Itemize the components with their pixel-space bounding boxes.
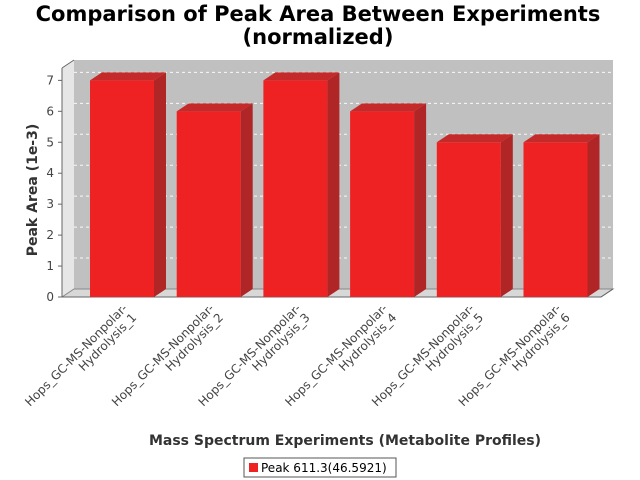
x-axis-label: Mass Spectrum Experiments (Metabolite Pr… — [149, 433, 541, 449]
bars — [90, 72, 600, 297]
bar — [263, 72, 340, 297]
legend: Peak 611.3(46.5921) — [243, 457, 397, 478]
bar-front — [176, 111, 241, 297]
y-tick-label: 7 — [46, 73, 54, 87]
bar-front — [90, 80, 154, 297]
y-tick-label: 3 — [46, 197, 54, 211]
bar-top — [263, 72, 340, 81]
bar — [350, 103, 427, 297]
y-axis-label: Peak Area (1e-3) — [25, 124, 41, 257]
bar-side — [500, 134, 513, 297]
bar-top — [350, 103, 427, 112]
y-tick-label: 2 — [46, 228, 54, 242]
bar-side — [414, 103, 427, 297]
bar-side — [154, 72, 166, 297]
bar-side — [327, 72, 340, 297]
bar-front — [436, 142, 501, 297]
bar — [90, 72, 166, 297]
bar-top — [436, 134, 513, 143]
bar-front — [263, 80, 328, 297]
chart-subtitle: (normalized) — [243, 25, 394, 49]
bar-top — [523, 134, 600, 143]
bar-top — [90, 72, 166, 81]
bar — [436, 134, 513, 297]
y-tick-label: 5 — [46, 135, 54, 149]
bar-side — [587, 134, 600, 297]
bar — [523, 134, 600, 297]
y-tick-label: 0 — [46, 290, 54, 304]
legend-label: Peak 611.3(46.5921) — [261, 461, 387, 475]
bar-front — [523, 142, 588, 297]
y-tick-label: 4 — [46, 166, 54, 180]
bar-side — [240, 103, 253, 297]
legend-box — [243, 457, 397, 478]
y-axis: 0 1 2 3 4 5 6 7 — [46, 59, 75, 304]
x-axis-labels: Hops_GC-MS-Nonpolar-Hydrolysis_1Hops_GC-… — [22, 301, 573, 409]
x-axis-edge — [600, 288, 614, 298]
y-tick-label: 1 — [46, 259, 54, 273]
y-axis-edge — [61, 59, 75, 69]
legend-swatch — [249, 463, 258, 472]
bar-front — [350, 111, 415, 297]
chart-title: Comparison of Peak Area Between Experime… — [36, 2, 601, 26]
y-tick-label: 6 — [46, 104, 54, 118]
bar-top — [176, 103, 253, 112]
bar — [176, 103, 253, 297]
